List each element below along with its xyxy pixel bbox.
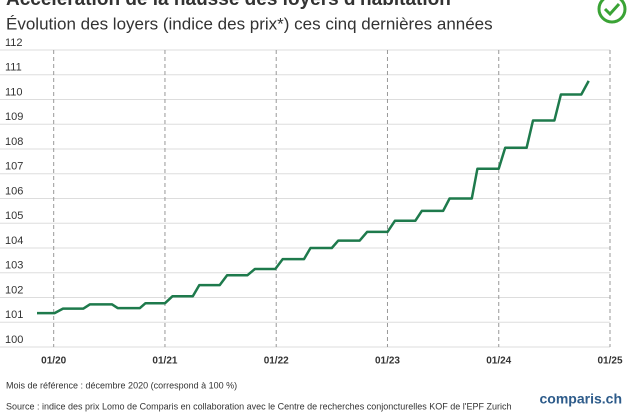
y-tick-label: 107: [5, 161, 23, 173]
x-tick-label: 01/21: [152, 356, 177, 367]
y-tick-label: 105: [5, 210, 23, 222]
y-tick-label: 101: [5, 309, 23, 321]
y-tick-label: 109: [5, 111, 23, 123]
x-tick-label: 01/24: [486, 356, 511, 367]
x-tick-label: 01/25: [597, 356, 622, 367]
y-tick-label: 100: [5, 334, 23, 346]
y-tick-label: 104: [5, 235, 23, 247]
y-tick-label: 106: [5, 185, 23, 197]
x-tick-label: 01/20: [41, 356, 66, 367]
source-note: Source : indice des prix Lomo de Compari…: [6, 401, 511, 411]
x-tick-label: 01/23: [375, 356, 400, 367]
reference-note: Mois de référence : décembre 2020 (corre…: [6, 380, 237, 390]
y-tick-label: 110: [5, 86, 23, 98]
y-tick-label: 112: [5, 37, 23, 49]
y-tick-label: 111: [5, 62, 22, 74]
chart-title: Accélération de la hausse des loyers d'h…: [6, 0, 451, 10]
line: [37, 80, 590, 315]
y-tick-label: 108: [5, 136, 23, 148]
y-tick-label: 103: [5, 260, 23, 272]
brand-logo: comparis.ch: [540, 391, 622, 407]
x-tick-label: 01/22: [264, 356, 289, 367]
chart-subtitle: Évolution des loyers (indice des prix*) …: [6, 14, 493, 33]
check-icon: [597, 0, 627, 24]
y-tick-label: 102: [5, 284, 23, 296]
